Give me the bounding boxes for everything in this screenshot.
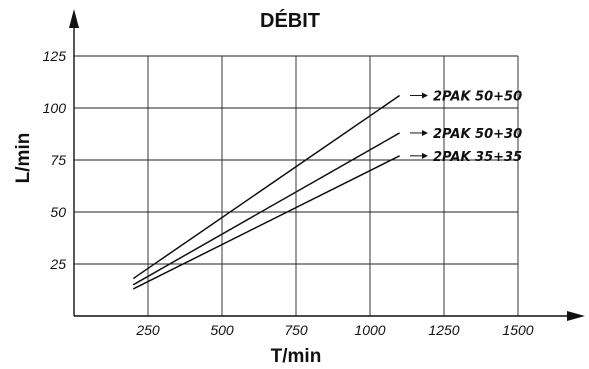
x-tick-label-1500: 1500 (502, 322, 533, 338)
y-axis-label: L/min (13, 133, 34, 184)
series-line-2 (132, 132, 400, 286)
tick-labels: 250 500 750 1000 1250 1500 25 50 75 100 125 (43, 48, 534, 338)
x-tick-label-750: 750 (284, 322, 308, 338)
y-tick-label-25: 25 (49, 256, 66, 272)
series-label-1: 2PAK 50+50 (433, 90, 522, 105)
series-label-3: 2PAK 35+35 (433, 150, 522, 165)
y-tick-label-75: 75 (50, 152, 66, 168)
y-tick-label-100: 100 (43, 100, 67, 116)
x-axis-label: T/min (271, 346, 322, 367)
series-label-2: 2PAK 50+30 (433, 127, 522, 142)
y-tick-label-125: 125 (43, 48, 67, 64)
y-tick-label-50: 50 (50, 204, 66, 220)
series-pointer-head-3 (422, 152, 428, 159)
chart-title: DÉBIT (260, 9, 320, 32)
x-tick-label-1000: 1000 (354, 322, 385, 338)
series-line-1 (132, 94, 401, 280)
x-axis-arrow (567, 311, 585, 321)
x-tick-label-500: 500 (210, 322, 234, 338)
axes (69, 9, 585, 321)
series-pointer-head-2 (422, 129, 428, 136)
y-axis-arrow (69, 9, 79, 28)
series-group: 2PAK 50+50 2PAK 50+30 2PAK 35+35 (132, 90, 522, 290)
grid (74, 55, 519, 316)
series-line-3 (132, 155, 400, 290)
series-pointer-head-1 (422, 92, 428, 99)
x-tick-label-1250: 1250 (428, 322, 459, 338)
x-tick-label-250: 250 (135, 322, 160, 338)
